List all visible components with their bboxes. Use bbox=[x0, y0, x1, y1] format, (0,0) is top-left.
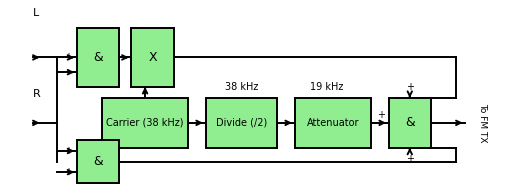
Text: 38 kHz: 38 kHz bbox=[226, 81, 259, 92]
Text: Carrier (38 kHz): Carrier (38 kHz) bbox=[106, 118, 184, 128]
Text: +: + bbox=[406, 82, 414, 92]
Text: +: + bbox=[64, 52, 72, 62]
Bar bbox=[206, 98, 278, 148]
Text: R: R bbox=[32, 89, 40, 99]
Text: &: & bbox=[405, 116, 414, 129]
Text: L: L bbox=[32, 8, 39, 18]
Text: +: + bbox=[64, 146, 72, 156]
Text: +: + bbox=[406, 154, 414, 164]
Text: X: X bbox=[148, 51, 157, 64]
Text: &: & bbox=[93, 51, 103, 64]
Bar bbox=[295, 98, 371, 148]
Text: +: + bbox=[377, 110, 385, 120]
Bar bbox=[77, 28, 119, 87]
Bar bbox=[102, 98, 188, 148]
Text: -: - bbox=[66, 67, 70, 77]
Bar bbox=[131, 28, 173, 87]
Text: Divide (/2): Divide (/2) bbox=[216, 118, 267, 128]
Text: +: + bbox=[64, 167, 72, 177]
Bar bbox=[77, 140, 119, 183]
Bar bbox=[389, 98, 431, 148]
Text: &: & bbox=[93, 155, 103, 168]
Text: To FM TX: To FM TX bbox=[478, 103, 487, 143]
Text: 19 kHz: 19 kHz bbox=[310, 81, 343, 92]
Text: Attenuator: Attenuator bbox=[307, 118, 359, 128]
